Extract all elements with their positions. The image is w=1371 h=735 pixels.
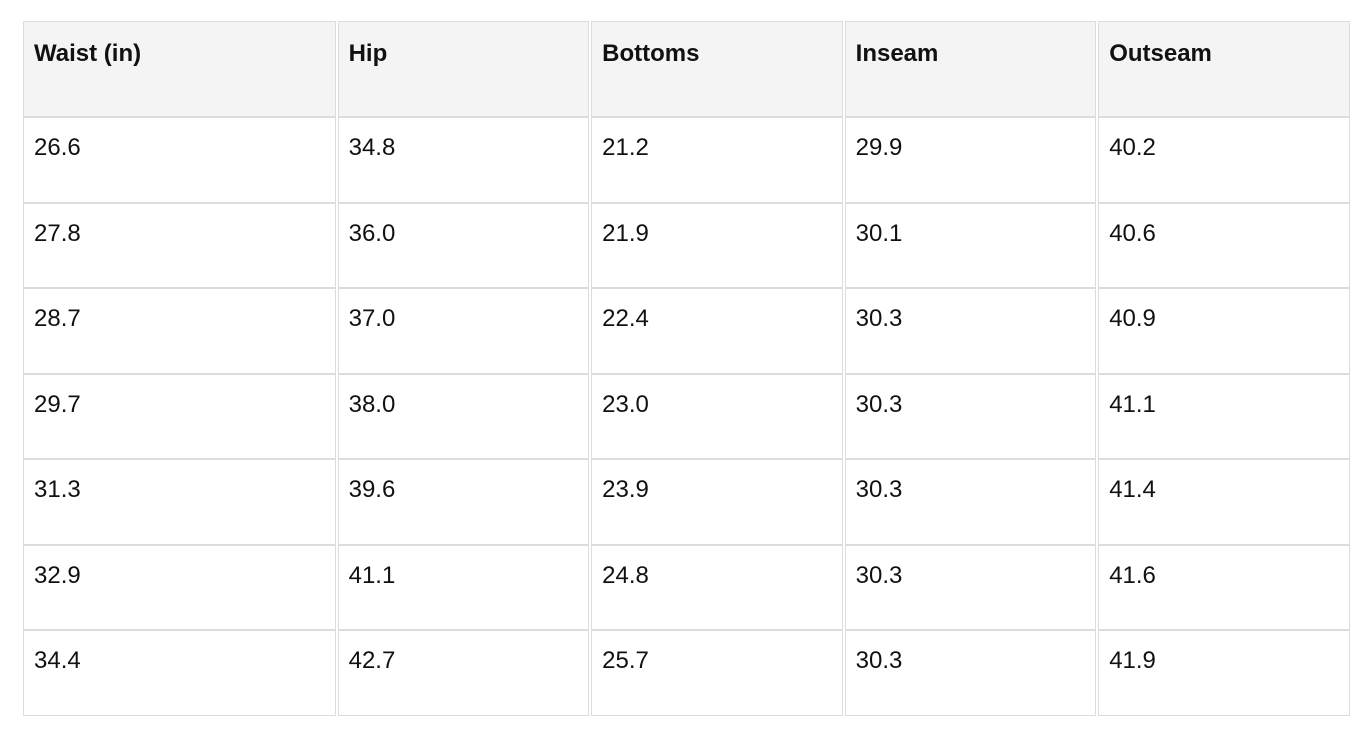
table-cell-hip: 39.6 xyxy=(337,459,590,545)
table-row: 32.9 41.1 24.8 30.3 41.6 xyxy=(23,544,1350,630)
table-cell-waist: 26.6 xyxy=(23,117,336,203)
table-cell-outseam: 41.1 xyxy=(1098,373,1350,459)
table-cell-bottoms: 24.8 xyxy=(591,544,843,630)
table-cell-inseam: 30.3 xyxy=(844,630,1097,716)
table-cell-waist: 28.7 xyxy=(23,288,336,374)
table-row: 31.3 39.6 23.9 30.3 41.4 xyxy=(23,459,1350,545)
table-cell-outseam: 40.2 xyxy=(1098,117,1350,203)
table-cell-hip: 38.0 xyxy=(337,373,590,459)
table-cell-hip: 36.0 xyxy=(337,202,590,288)
table-cell-waist: 29.7 xyxy=(23,373,336,459)
table-cell-bottoms: 21.9 xyxy=(591,202,843,288)
table-cell-outseam: 40.9 xyxy=(1098,288,1350,374)
table-cell-waist: 27.8 xyxy=(23,202,336,288)
table-cell-inseam: 29.9 xyxy=(844,117,1097,203)
table-cell-hip: 42.7 xyxy=(337,630,590,716)
table-cell-bottoms: 21.2 xyxy=(591,117,843,203)
table-cell-inseam: 30.1 xyxy=(844,202,1097,288)
table-cell-waist: 32.9 xyxy=(23,544,336,630)
table-row: 28.7 37.0 22.4 30.3 40.9 xyxy=(23,288,1350,374)
table-body: 26.6 34.8 21.2 29.9 40.2 27.8 36.0 21.9 30.1 40.6… xyxy=(23,117,1350,716)
table-cell-waist: 31.3 xyxy=(23,459,336,545)
table-row: 34.4 42.7 25.7 30.3 41.9 xyxy=(23,630,1350,716)
table-cell-hip: 34.8 xyxy=(337,117,590,203)
table-cell-bottoms: 23.9 xyxy=(591,459,843,545)
table-cell-inseam: 30.3 xyxy=(844,288,1097,374)
table-cell-outseam: 41.9 xyxy=(1098,630,1350,716)
table-cell-inseam: 30.3 xyxy=(844,544,1097,630)
table-cell-bottoms: 22.4 xyxy=(591,288,843,374)
table-header-row: Waist (in) Hip Bottoms Inseam Outseam xyxy=(23,21,1350,117)
column-header-hip: Hip xyxy=(337,21,590,117)
table-cell-waist: 34.4 xyxy=(23,630,336,716)
table-cell-hip: 37.0 xyxy=(337,288,590,374)
table-cell-bottoms: 23.0 xyxy=(591,373,843,459)
table-cell-hip: 41.1 xyxy=(337,544,590,630)
size-chart-table: Waist (in) Hip Bottoms Inseam Outseam 26.6 34… xyxy=(21,21,1352,716)
column-header-bottoms: Bottoms xyxy=(591,21,843,117)
table-cell-inseam: 30.3 xyxy=(844,373,1097,459)
table-row: 29.7 38.0 23.0 30.3 41.1 xyxy=(23,373,1350,459)
column-header-outseam: Outseam xyxy=(1098,21,1350,117)
table-cell-outseam: 40.6 xyxy=(1098,202,1350,288)
table-cell-inseam: 30.3 xyxy=(844,459,1097,545)
column-header-inseam: Inseam xyxy=(844,21,1097,117)
table-cell-bottoms: 25.7 xyxy=(591,630,843,716)
column-header-waist: Waist (in) xyxy=(23,21,336,117)
table-cell-outseam: 41.4 xyxy=(1098,459,1350,545)
table-row: 27.8 36.0 21.9 30.1 40.6 xyxy=(23,202,1350,288)
table-cell-outseam: 41.6 xyxy=(1098,544,1350,630)
table-row: 26.6 34.8 21.2 29.9 40.2 xyxy=(23,117,1350,203)
table-head: Waist (in) Hip Bottoms Inseam Outseam xyxy=(23,21,1350,117)
